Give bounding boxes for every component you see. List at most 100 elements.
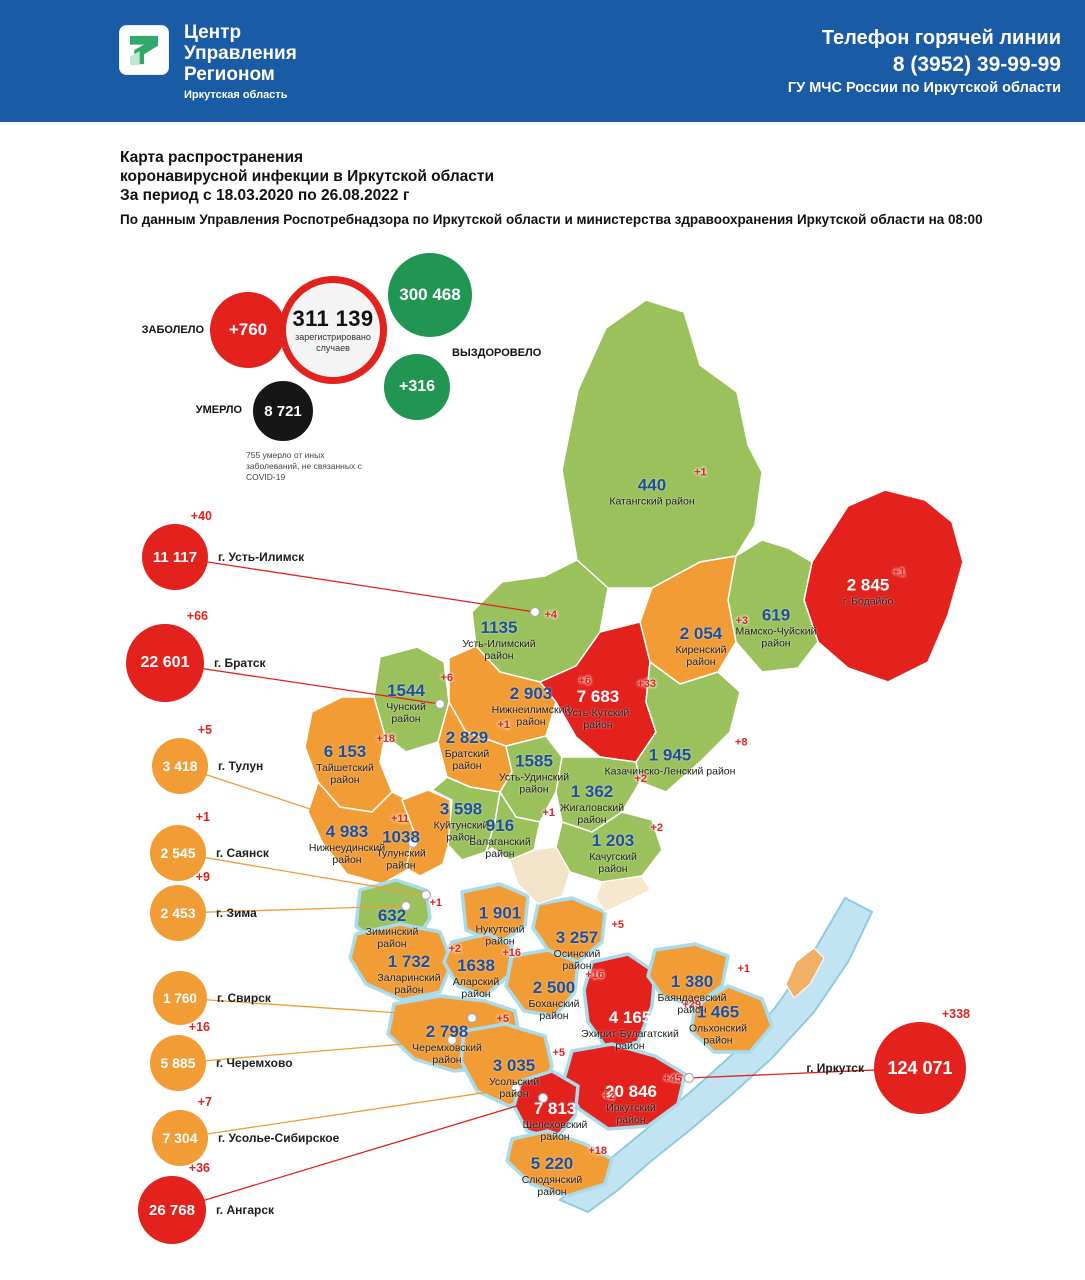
district-shape-slyudyansky[interactable] [505, 1129, 614, 1198]
city-marker-sayansk[interactable]: 2 545 +1 г. Саянск [150, 810, 269, 881]
city-value: 1 760 [163, 990, 197, 1006]
city-marker-tulun[interactable]: 3 418 +5 г. Тулун [152, 723, 263, 794]
city-value: 2 453 [160, 905, 196, 921]
location-dot-svirsk [466, 1012, 478, 1024]
city-name: г. Черемхово [216, 1056, 293, 1070]
city-value: 7 304 [162, 1130, 198, 1146]
city-marker-cheremkhovo[interactable]: 5 885 +16 г. Черемхово [150, 1020, 293, 1091]
location-dot-cheremkhovo [446, 1034, 458, 1046]
city-delta: +5 [197, 723, 212, 737]
map-title-line3: За период с 18.03.2020 по 26.08.2022 г [120, 187, 410, 204]
hotline-title: Телефон горячей линии [821, 26, 1061, 49]
district-shape-ekhirit_bulagatsky[interactable] [582, 952, 657, 1052]
leader-line-bratsk [164, 662, 441, 705]
sick-label: ЗАБОЛЕЛО [141, 324, 204, 336]
location-dot-ust_ilimsk [529, 606, 541, 618]
district-shape-zalarinsky[interactable] [348, 922, 454, 1002]
city-marker-angarsk[interactable]: 26 768 +36 г. Ангарск [138, 1161, 274, 1244]
city-value: 26 768 [149, 1201, 195, 1219]
registered-label-1: зарегистрировано [295, 331, 371, 342]
map-title-line2: коронавирусной инфекции в Иркутской обла… [120, 168, 495, 185]
city-marker-usolye_sibirskoye[interactable]: 7 304 +7 г. Усолье-Сибирское [152, 1095, 339, 1166]
city-name: г. Усолье-Сибирское [218, 1131, 340, 1145]
city-delta: +338 [941, 1007, 970, 1021]
city-name: г. Ангарск [216, 1203, 275, 1217]
brand-text: Центр Управления Регионом Иркутская обла… [184, 22, 297, 101]
city-marker-zima[interactable]: 2 453 +9 г. Зима [150, 870, 257, 941]
leader-line-usolye_sibirskoye [179, 1087, 517, 1139]
district-shape-osinsky[interactable] [531, 896, 607, 964]
died-note: 755 умерло от иных заболеваний, не связа… [246, 450, 362, 483]
district-shape-olkhonsky[interactable] [689, 984, 774, 1054]
city-marker-bratsk[interactable]: 22 601 +66 г. Братск [126, 609, 266, 702]
district-shape-alarsky[interactable] [442, 932, 514, 998]
registered-circle: 311 139 зарегистрировано случаев [279, 276, 387, 384]
header-bar: Центр Управления Регионом Иркутская обла… [0, 0, 1085, 122]
hotline-org: ГУ МЧС России по Иркутской области [787, 79, 1061, 96]
uncolored-area [509, 846, 571, 905]
data-source-line: По данным Управления Роспотребнадзора по… [120, 212, 983, 227]
recovered-delta-circle: +316 [381, 351, 453, 423]
tsur-logo-icon [119, 24, 169, 75]
city-value: 124 071 [887, 1057, 953, 1078]
olkhon-island [785, 947, 825, 999]
city-name: г. Усть-Илимск [218, 550, 305, 564]
leader-line-angarsk [171, 1097, 544, 1211]
district-shape-nukutsky[interactable] [460, 882, 530, 946]
leader-line-cheremkhovo [177, 1039, 453, 1064]
died-label: УМЕРЛО [195, 404, 242, 416]
sick-delta-circle: +760 [210, 292, 286, 368]
registered-label-2: случаев [316, 343, 350, 353]
hotline-phone: 8 (3952) 39-99-99 [892, 52, 1061, 76]
location-dot-irkutsk [683, 1072, 695, 1084]
brand-line-1: Центр [184, 21, 242, 43]
city-marker-irkutsk[interactable]: 124 071 +338 г. Иркутск [806, 1007, 970, 1114]
location-dot-tulun [407, 837, 419, 849]
location-dot-zima [400, 900, 412, 912]
registered-value: 311 139 [292, 305, 374, 331]
city-delta: +66 [186, 609, 208, 623]
city-value: 3 418 [162, 758, 198, 774]
recovered-label: ВЫЗДОРОВЕЛО [452, 347, 542, 359]
city-delta: +7 [197, 1095, 212, 1109]
city-value: 2 545 [160, 845, 196, 861]
brand-line-3: Регионом [184, 63, 275, 85]
leader-line-svirsk [179, 997, 473, 1019]
map-title: Карта распространения коронавирусной инф… [120, 148, 494, 205]
city-marker-svirsk[interactable]: 1 760 г. Свирск [153, 971, 271, 1025]
uncolored-area [595, 875, 651, 913]
city-value: 11 117 [152, 548, 198, 566]
location-dot-angarsk [537, 1092, 549, 1104]
city-delta: +40 [190, 509, 212, 523]
map-title-line1: Карта распространения [120, 149, 304, 166]
leader-line-tulun [179, 765, 414, 844]
city-delta: +9 [195, 870, 210, 884]
location-dot-usolye_sibirskoye [510, 1082, 522, 1094]
died-circle: 8 721 [250, 378, 316, 444]
leader-line-zima [177, 905, 407, 914]
brand-line-2: Управления [184, 42, 297, 64]
location-dot-bratsk [434, 698, 446, 710]
city-name: г. Иркутск [806, 1061, 864, 1075]
city-name: г. Братск [214, 656, 266, 670]
district-shape-kazachinsko_lensky[interactable] [635, 661, 741, 793]
city-value: 5 885 [160, 1055, 196, 1071]
city-marker-ust_ilimsk[interactable]: 11 117 +40 г. Усть-Илимск [142, 509, 304, 590]
city-name: г. Свирск [217, 991, 271, 1005]
city-value: 22 601 [140, 654, 190, 671]
recovered-circle: 300 468 [385, 250, 475, 340]
district-shape-shelekhovsky[interactable] [512, 1069, 580, 1141]
city-delta: +36 [188, 1161, 210, 1175]
location-dot-sayansk [420, 889, 432, 901]
district-shape-bokhansky[interactable] [504, 948, 580, 1018]
leader-line-ust_ilimsk [174, 556, 536, 613]
city-delta: +16 [188, 1020, 210, 1034]
city-delta: +1 [195, 810, 210, 824]
city-name: г. Саянск [216, 846, 269, 860]
brand-subtitle: Иркутская область [184, 88, 288, 101]
city-name: г. Тулун [218, 759, 264, 773]
city-name: г. Зима [216, 906, 257, 920]
hotline-block: Телефон горячей линии 8 (3952) 39-99-99 … [788, 27, 1061, 96]
